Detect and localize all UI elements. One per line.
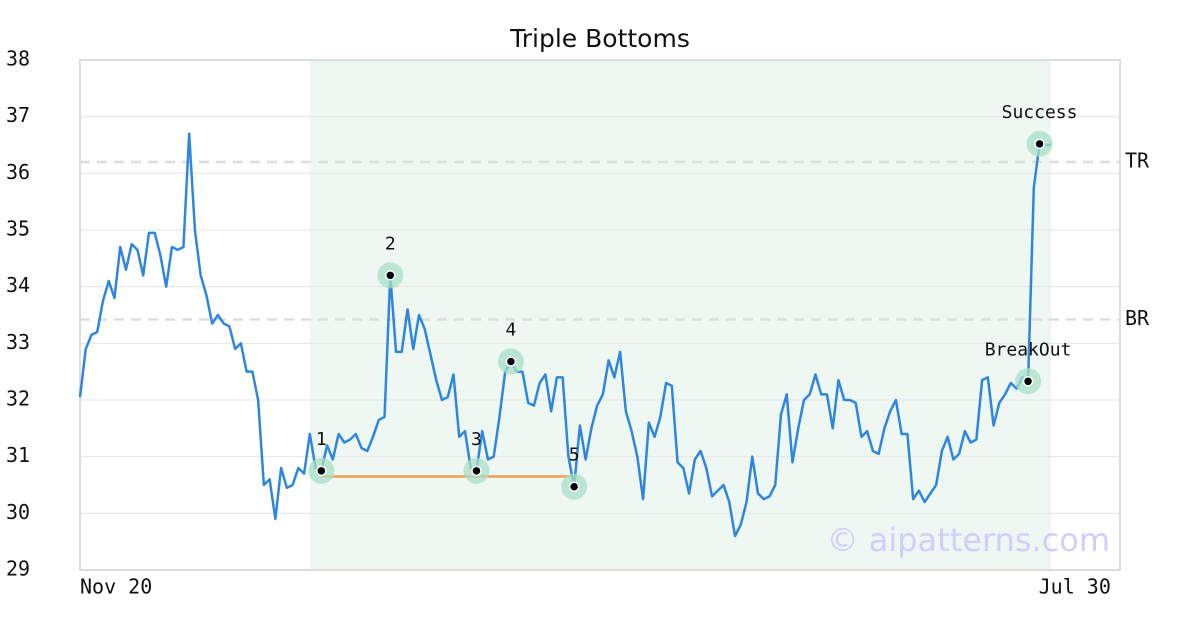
annotation-label: 3 xyxy=(471,429,482,450)
annotation-point xyxy=(568,481,580,492)
highlight-region xyxy=(309,60,1052,570)
annotation-point xyxy=(505,356,517,367)
annotation-label: 1 xyxy=(316,429,327,450)
chart-title: Triple Bottoms xyxy=(509,24,690,53)
annotation-point xyxy=(385,270,396,281)
annotation-label: 2 xyxy=(385,233,396,254)
annotation-point xyxy=(316,465,327,477)
annotation-point xyxy=(471,465,482,477)
y-tick-label: 37 xyxy=(6,103,30,127)
price-line xyxy=(78,132,1052,538)
reference-label: TR xyxy=(1125,149,1150,173)
y-tick-label: 29 xyxy=(6,557,30,581)
y-tick-label: 38 xyxy=(6,47,30,71)
annotation-label: BreakOut xyxy=(985,339,1072,360)
annotation-point xyxy=(1034,138,1045,150)
x-tick-label: Jul 30 xyxy=(1039,575,1111,599)
annotation-label: Success xyxy=(1002,102,1078,123)
y-tick-label: 35 xyxy=(6,217,30,241)
y-tick-label: 34 xyxy=(6,273,30,297)
reference-label: BR xyxy=(1125,306,1150,330)
y-tick-label: 36 xyxy=(6,160,30,184)
y-tick-label: 30 xyxy=(6,500,30,524)
y-tick-label: 33 xyxy=(6,330,30,354)
y-tick-label: 31 xyxy=(6,443,30,467)
plot-frame xyxy=(79,59,1121,571)
annotation-label: 5 xyxy=(569,445,580,466)
annotation-point xyxy=(1022,376,1034,387)
watermark: © aipatterns.com xyxy=(827,521,1110,559)
annotation-label: 4 xyxy=(506,319,517,340)
y-tick-label: 32 xyxy=(6,387,30,411)
x-tick-label: Nov 20 xyxy=(80,575,152,599)
